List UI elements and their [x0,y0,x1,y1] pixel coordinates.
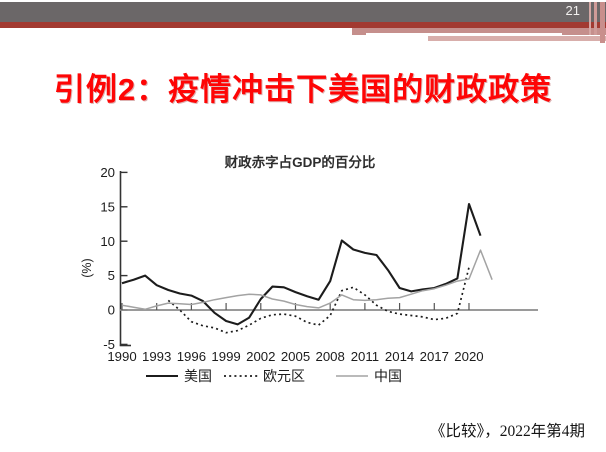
y-tick-label: 15 [100,199,115,214]
x-tick-label: 1993 [142,349,171,364]
y-tick-label: -5 [103,337,115,352]
x-tick-label: 1996 [177,349,206,364]
y-tick-label: 5 [108,268,115,283]
chart-title: 财政赤字占GDP的百分比 [224,154,376,170]
x-tick-label: 2020 [454,349,483,364]
y-axis-unit-label: (%) [80,258,94,277]
banner-gray-bar [0,2,606,22]
chart-legend: 美国 欧元区 中国 [146,368,402,384]
y-tick-label: 10 [100,234,115,249]
x-tick-label: 1999 [211,349,240,364]
banner-dark-red-bar [0,22,606,28]
slide-title: 引例2：疫情冲击下美国的财政政策 [53,72,553,107]
banner-light-pink-bar [428,35,606,41]
banner-corner-stripe [589,2,591,35]
chart-series-lines [121,202,493,334]
legend-label: 欧元区 [263,368,305,384]
x-tick-label: 2008 [316,349,345,364]
banner-white-line [366,33,562,36]
x-tick-label: 2014 [385,349,414,364]
y-tick-label: 0 [108,303,115,318]
series-line-3 [121,249,493,311]
series-line-1 [121,202,482,326]
legend-label: 中国 [374,368,402,384]
banner-pink-bar [352,28,606,35]
x-tick-label: 1990 [107,349,136,364]
x-tick-label: 2005 [281,349,310,364]
banner-corner-stripe [594,2,597,35]
page-number: 21 [565,3,580,18]
banner-corner-stripe [600,2,605,43]
x-tick-label: 2011 [351,349,379,364]
x-tick-label: 2002 [246,349,275,364]
source-citation: 《比较》，2022年第4期 [429,423,585,440]
legend-label: 美国 [184,368,212,384]
y-tick-label: 20 [100,165,115,180]
x-tick-label: 2017 [420,349,449,364]
